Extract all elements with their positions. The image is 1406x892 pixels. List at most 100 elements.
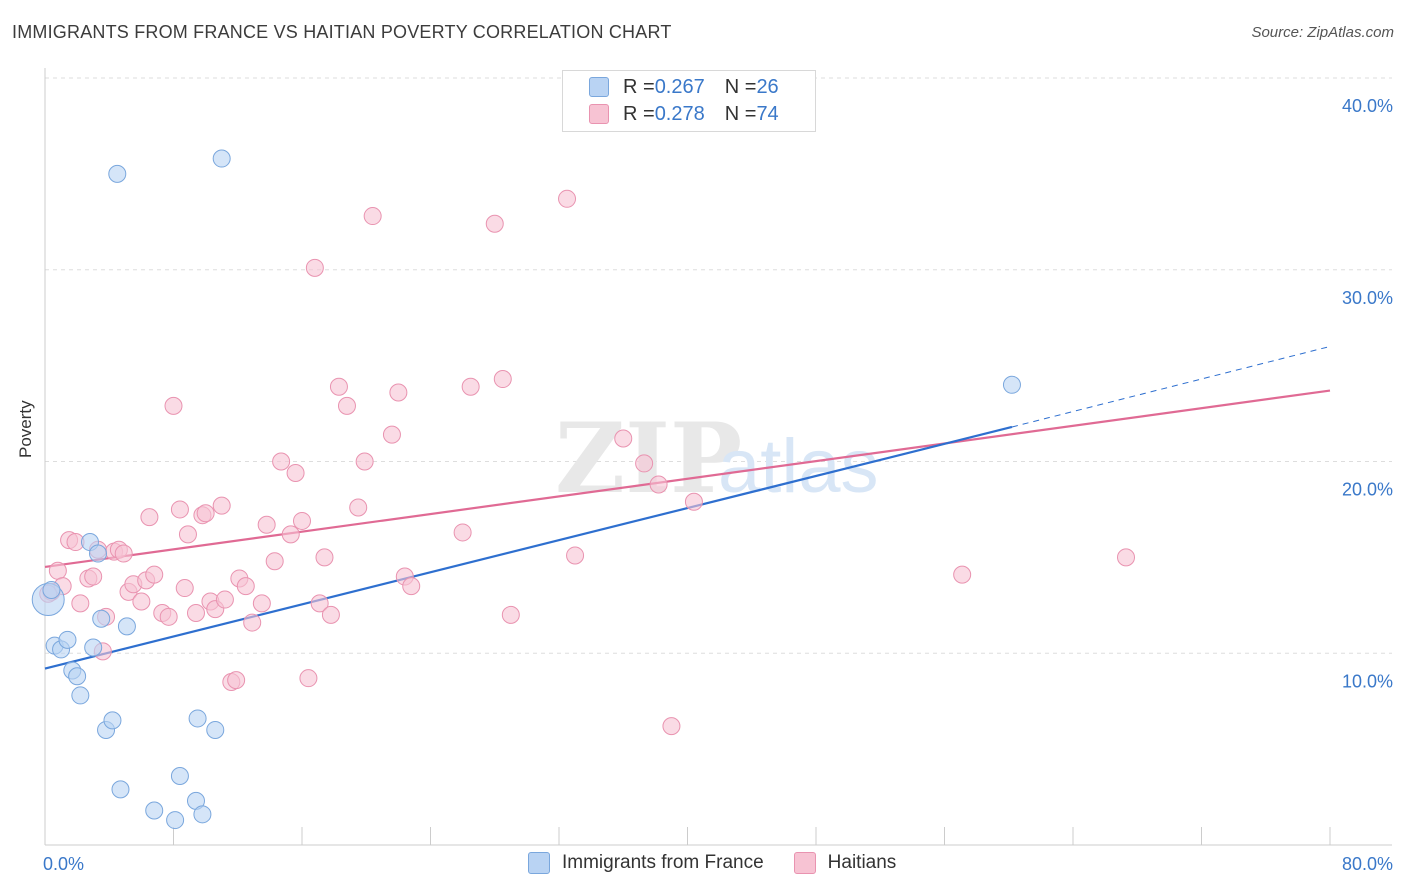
- legend-label: Immigrants from France: [562, 852, 764, 873]
- point-haitians: [281, 525, 300, 544]
- point-haitians: [170, 500, 189, 519]
- point-haitians: [337, 396, 356, 415]
- r-label: R =: [623, 102, 655, 125]
- legend-item-haitians[interactable]: Haitians: [793, 852, 897, 874]
- point-haitians: [178, 525, 197, 544]
- n-value: 26: [756, 75, 779, 98]
- point-haitians: [1117, 548, 1136, 567]
- point-france: [212, 149, 231, 168]
- trend-line-haitians: [44, 389, 1331, 569]
- trend-line-france: [44, 425, 1013, 670]
- point-haitians: [212, 496, 231, 515]
- point-haitians: [321, 605, 340, 624]
- point-haitians: [293, 511, 311, 530]
- point-haitians: [164, 396, 183, 415]
- point-haitians: [329, 377, 348, 396]
- point-haitians: [493, 370, 512, 389]
- x-tick-label: 0.0%: [43, 854, 84, 874]
- point-france: [92, 609, 111, 628]
- point-haitians: [485, 214, 504, 233]
- x-tick-label: 80.0%: [1342, 854, 1393, 874]
- point-france: [68, 667, 87, 686]
- point-haitians: [299, 669, 318, 688]
- point-france: [117, 617, 136, 636]
- legend-item-france[interactable]: Immigrants from France: [528, 852, 764, 874]
- legend-row-haitians: R = 0.278 N = 74: [589, 102, 779, 126]
- legend-swatch-pink: [793, 852, 816, 874]
- point-france: [84, 638, 103, 657]
- point-haitians: [227, 671, 246, 690]
- data-points: [31, 149, 1136, 830]
- point-france: [193, 805, 212, 824]
- point-haitians: [461, 377, 480, 396]
- point-haitians: [349, 498, 368, 517]
- point-haitians: [236, 577, 255, 596]
- trend-lines: [44, 345, 1331, 670]
- point-haitians: [175, 579, 194, 598]
- point-haitians: [132, 592, 151, 611]
- point-france: [58, 630, 77, 649]
- point-haitians: [558, 189, 577, 208]
- n-label: N =: [724, 75, 757, 98]
- point-haitians: [684, 492, 703, 511]
- point-haitians: [389, 383, 408, 402]
- series-legend: Immigrants from France Haitians: [528, 852, 926, 874]
- point-haitians: [114, 544, 133, 563]
- source-label: Source: ZipAtlas.com: [1251, 24, 1394, 41]
- point-france: [42, 580, 61, 599]
- point-france: [145, 801, 164, 820]
- point-haitians: [355, 452, 374, 471]
- point-haitians: [501, 605, 520, 624]
- point-haitians: [286, 464, 305, 483]
- point-haitians: [48, 561, 67, 580]
- point-france: [108, 164, 127, 183]
- point-haitians: [84, 567, 103, 586]
- point-haitians: [635, 454, 654, 473]
- point-haitians: [71, 594, 90, 613]
- legend-row-france: R = 0.267 N = 26: [589, 75, 779, 99]
- point-haitians: [614, 429, 633, 448]
- legend-label: Haitians: [827, 852, 897, 873]
- r-value: 0.278: [654, 102, 705, 125]
- point-haitians: [382, 425, 401, 444]
- grid-lines: [45, 77, 1392, 654]
- y-tick-label: 10.0%: [1342, 671, 1393, 691]
- point-haitians: [453, 523, 472, 542]
- point-france: [71, 686, 90, 705]
- point-haitians: [649, 475, 668, 494]
- point-haitians: [662, 717, 681, 736]
- point-haitians: [402, 577, 421, 596]
- trend-line-france-extension: [1011, 345, 1331, 428]
- point-haitians: [305, 258, 324, 277]
- n-value: 74: [756, 102, 779, 125]
- axes: [44, 68, 1392, 846]
- r-value: 0.267: [654, 75, 705, 98]
- point-haitians: [272, 452, 291, 471]
- point-france: [1002, 375, 1021, 394]
- point-france: [166, 811, 185, 830]
- correlation-legend: R = 0.267 N = 26 R = 0.278 N = 74: [562, 70, 816, 132]
- point-france: [170, 766, 189, 785]
- point-haitians: [953, 565, 972, 584]
- point-france: [188, 709, 207, 728]
- point-haitians: [252, 594, 271, 613]
- y-tick-label: 40.0%: [1342, 96, 1393, 116]
- point-haitians: [257, 515, 276, 534]
- point-france: [103, 711, 122, 730]
- tick-labels: 10.0% 20.0% 30.0% 40.0% 0.0% 80.0%: [43, 96, 1393, 874]
- point-haitians: [363, 207, 382, 226]
- y-tick-label: 20.0%: [1342, 480, 1393, 500]
- point-france: [206, 720, 225, 739]
- point-haitians: [315, 548, 334, 567]
- point-haitians: [310, 594, 329, 613]
- r-label: R =: [623, 75, 655, 98]
- y-tick-label: 30.0%: [1342, 288, 1393, 308]
- point-haitians: [140, 508, 159, 527]
- point-haitians: [186, 603, 205, 622]
- point-haitians: [159, 607, 178, 626]
- n-label: N =: [724, 102, 757, 125]
- point-haitians: [215, 590, 234, 609]
- legend-swatch-blue: [528, 852, 550, 874]
- point-haitians: [265, 552, 284, 571]
